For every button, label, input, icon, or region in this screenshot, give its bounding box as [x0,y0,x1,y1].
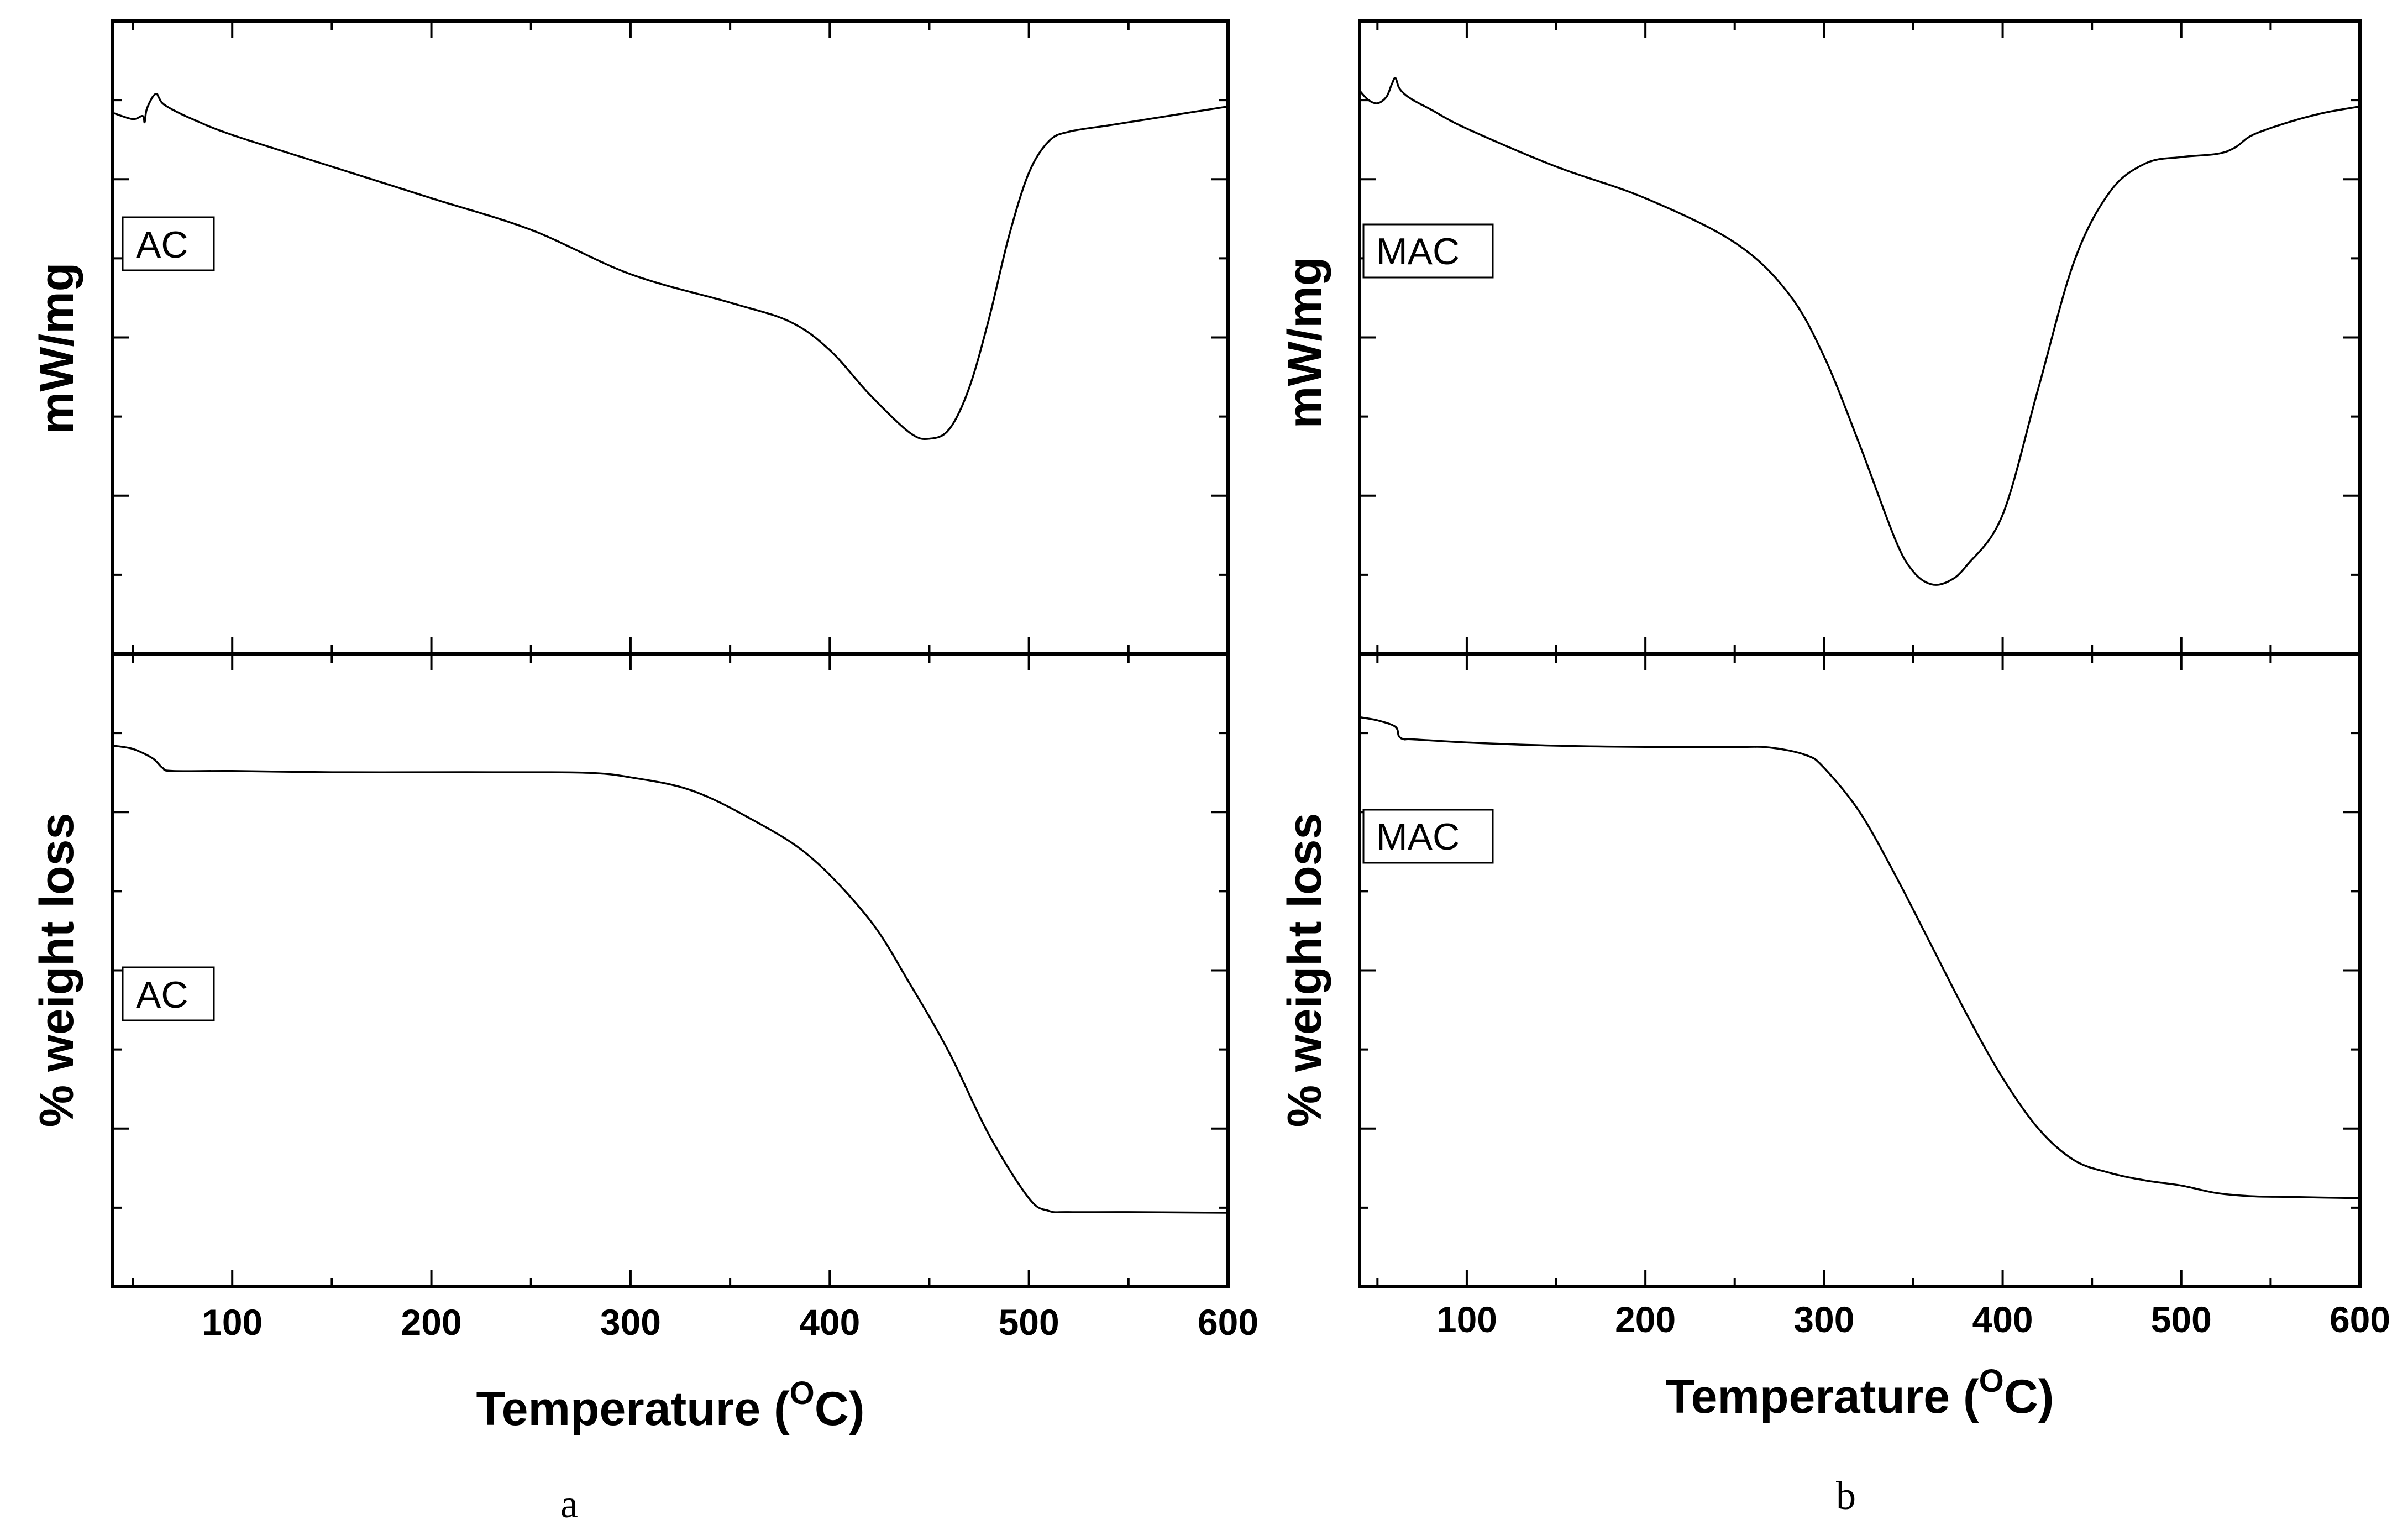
panel-a-tga-legend-box [122,966,215,1021]
a-x-tick-label-200: 200 [401,1302,462,1343]
panel-a-xlabel-unit: C) [815,1382,865,1435]
panel-b-upper-frame [1358,19,2362,656]
a-x-tick-label-300: 300 [600,1302,661,1343]
panel-b-xlabel-main: Temperature ( [1666,1370,1979,1423]
a-x-tick-label-400: 400 [799,1302,860,1343]
panel-a-tga-ticks [113,732,1228,1209]
panel-a-tga-legend: AC [122,966,215,1021]
b-x-tick-label-600: 600 [2330,1299,2390,1340]
panel-b-xlabel: Temperature (OC) [1666,1363,2054,1423]
a-x-tick-label-600: 600 [1198,1302,1258,1343]
panel-a-dsc-curve [112,92,1229,440]
panel-a-tga-curve [112,745,1229,1214]
panel-b-tga-legend-box [1362,809,1494,864]
panel-a-dsc-legend-box [122,216,215,271]
panel-b-tga-ylabel: % weight loss [1278,813,1331,1128]
a-x-tick-label-100: 100 [202,1302,263,1343]
panel-b-tga-legend: MAC [1362,809,1494,864]
panel-a-tga-legend-label: AC [136,974,188,1016]
panel-b-dsc-legend-label: MAC [1376,230,1460,273]
b-x-tick-label-100: 100 [1436,1299,1497,1340]
panel-b-tga-curve [1359,716,2360,1199]
b-x-tick-label-300: 300 [1793,1299,1854,1340]
b-x-tick-label-200: 200 [1615,1299,1676,1340]
panel-b-tga-legend-label: MAC [1376,816,1460,858]
panel-b-caption: b [1836,1474,1856,1518]
panel-a-upper-frame [111,19,1230,656]
panel-b-xlabel-superscript: O [1979,1363,2004,1399]
panel-a-dsc-ticks [113,99,1228,576]
panel-a-xlabel-main: Temperature ( [476,1382,790,1435]
panel-b-tga-ticks [1360,732,2360,1209]
panel-a-dsc-legend: AC [122,216,215,271]
panel-a-caption: a [560,1482,578,1526]
panel-b: 100 200 300 400 500 600 MAC MAC mW/mg % weigh… [1278,19,2390,1518]
panel-a-xlabel: Temperature (OC) [476,1375,865,1435]
b-x-tick-label-500: 500 [2151,1299,2212,1340]
panel-a: 100 200 300 400 500 600 AC AC mW/mg % weight … [30,19,1258,1526]
panel-b-dsc-curve [1358,77,2360,586]
b-x-tick-label-400: 400 [1972,1299,2033,1340]
panel-b-dsc-legend-box [1362,223,1494,279]
panel-a-xlabel-superscript: O [790,1375,815,1411]
panel-b-dsc-legend: MAC [1362,223,1494,279]
panel-a-x-ticks: 100 200 300 400 500 600 [132,21,1258,1343]
panel-a-lower-frame [111,652,1230,1288]
panel-b-dsc-ylabel: mW/mg [1278,257,1331,429]
panel-b-lower-frame [1358,652,2362,1288]
panel-a-dsc-ylabel: mW/mg [30,263,83,434]
panel-b-xlabel-unit: C) [2004,1370,2054,1423]
panel-b-x-ticks: 100 200 300 400 500 600 [1376,21,2390,1340]
a-x-tick-label-500: 500 [999,1302,1059,1343]
panel-a-dsc-legend-label: AC [136,224,188,266]
panel-b-dsc-ticks [1360,99,2360,576]
panel-a-tga-ylabel: % weight loss [30,813,83,1128]
